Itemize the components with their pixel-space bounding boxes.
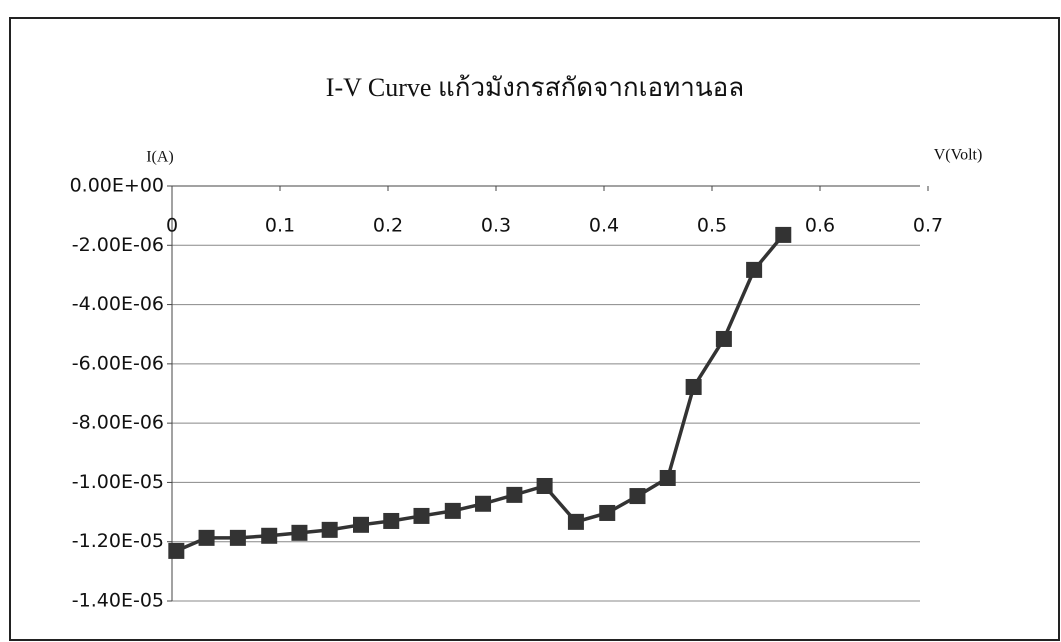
data-point <box>715 330 732 347</box>
data-point <box>198 529 215 546</box>
data-point <box>261 527 278 544</box>
data-point <box>168 542 185 559</box>
x-tick-label: 0.5 <box>697 215 727 237</box>
data-point <box>746 261 763 278</box>
x-tick-label: 0.1 <box>265 215 295 237</box>
chart-title: I-V Curve แก้วมังกรสกัดจากเอทานอล <box>326 73 744 102</box>
y-tick-label: -8.00E-06 <box>72 412 164 434</box>
y-tick-label: -2.00E-06 <box>72 234 164 256</box>
y-tick-label: -1.00E-05 <box>72 471 164 493</box>
y-axis-title: I(A) <box>146 149 174 166</box>
data-point <box>506 486 523 503</box>
data-point <box>775 226 792 243</box>
y-tick-label: -1.40E-05 <box>72 590 164 612</box>
x-tick-label: 0.6 <box>805 215 835 237</box>
x-tick-label: 0 <box>166 215 178 237</box>
y-tick-label: -1.20E-05 <box>72 530 164 552</box>
y-tick-label: 0.00E+00 <box>70 175 164 197</box>
data-point <box>383 512 400 529</box>
data-point <box>291 524 308 541</box>
data-point <box>353 516 369 533</box>
x-tick-label: 0.2 <box>373 215 403 237</box>
data-point <box>685 378 702 395</box>
data-point <box>629 488 646 505</box>
data-point <box>567 513 584 530</box>
data-point <box>321 521 338 538</box>
data-point <box>659 469 676 486</box>
data-point <box>413 507 430 524</box>
y-tick-label: -6.00E-06 <box>72 352 164 374</box>
data-point <box>444 502 461 519</box>
x-tick-label: 0.3 <box>481 215 511 237</box>
x-tick-label: 0.4 <box>589 215 619 237</box>
data-point <box>229 529 246 546</box>
x-tick-label: 0.7 <box>913 215 943 237</box>
chart-frame <box>9 17 1060 641</box>
x-axis-title: V(Volt) <box>934 147 983 164</box>
data-point <box>599 504 616 521</box>
data-point <box>475 495 492 512</box>
y-tick-label: -4.00E-06 <box>72 293 164 315</box>
data-point <box>536 477 553 494</box>
